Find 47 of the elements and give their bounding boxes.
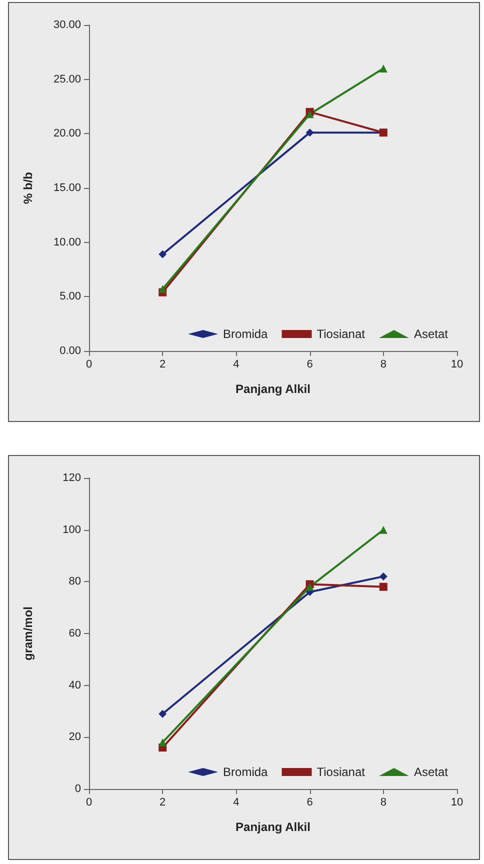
y-tick-label: 5.00 [60,290,81,303]
y-tick-label: 100 [62,524,81,536]
x-axis-title: Panjang Alkil [236,820,310,834]
x-tick-label: 8 [380,796,386,808]
legend-label: Bromida [223,327,268,341]
x-axis-title: Panjang Alkil [236,382,310,396]
y-tick-label: 20.00 [53,128,81,140]
legend-label: Asetat [414,327,449,341]
x-tick-label: 0 [86,358,92,370]
y-tick-label: 10.00 [53,236,81,248]
y-tick-label: 0 [74,783,81,795]
x-tick-label: 10 [450,796,464,808]
x-tick-label: 4 [233,796,240,808]
point [379,526,388,534]
point [158,250,167,258]
point [379,64,388,72]
y-tick-label: 60 [68,628,81,640]
point [306,582,314,591]
y-tick-label: 20 [68,731,81,744]
x-tick-label: 8 [380,358,386,370]
y-tick-label: 80 [68,576,81,588]
point [379,572,388,580]
y-tick-label: 30.00 [53,19,81,31]
y-tick-label: 15.00 [53,182,81,194]
point [158,710,167,718]
x-tick-label: 4 [233,358,240,370]
y-tick-label: 40 [68,679,81,692]
y-axis-title: % b/b [21,172,35,204]
point [158,738,167,746]
point [379,582,388,591]
x-tick-label: 2 [160,358,166,370]
y-tick-label: 0.00 [60,345,81,357]
legend-label: Bromida [223,765,268,779]
x-tick-label: 6 [306,796,313,808]
point [306,128,314,137]
x-tick-label: 2 [160,796,166,808]
x-tick-label: 6 [306,358,313,370]
x-tick-label: 10 [450,358,464,370]
point [306,110,314,118]
legend-label: Tiosianat [316,327,366,341]
y-tick-label: 25.00 [53,73,81,86]
legend-label: Asetat [414,765,449,779]
y-axis-title: gram/mol [21,606,35,661]
x-tick-label: 0 [86,796,92,808]
y-tick-label: 120 [62,472,81,484]
point [158,285,167,294]
legend-label: Tiosianat [316,765,366,779]
